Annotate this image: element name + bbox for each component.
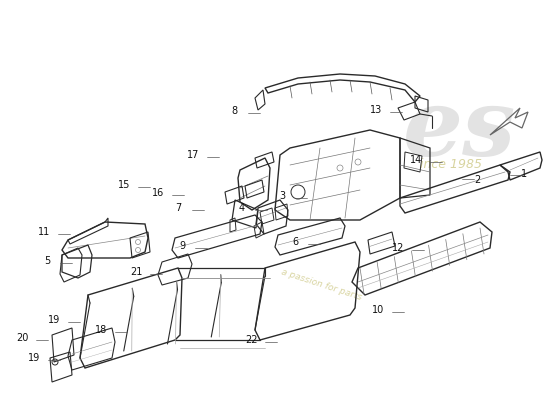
Text: 15: 15: [118, 180, 130, 190]
Text: 18: 18: [95, 325, 107, 335]
Text: 21: 21: [130, 267, 142, 277]
Text: es: es: [403, 85, 516, 175]
Text: 8: 8: [231, 106, 237, 116]
Text: 17: 17: [187, 150, 199, 160]
Text: a passion for parts: a passion for parts: [280, 268, 363, 302]
Text: 14: 14: [410, 155, 422, 165]
Text: 16: 16: [152, 188, 164, 198]
Text: ince 1985: ince 1985: [420, 158, 482, 172]
Text: 10: 10: [372, 305, 384, 315]
Text: 11: 11: [38, 227, 50, 237]
Text: 19: 19: [28, 353, 40, 363]
Text: 7: 7: [175, 203, 181, 213]
Text: 20: 20: [16, 333, 28, 343]
Text: 3: 3: [279, 191, 285, 201]
Text: 12: 12: [392, 243, 404, 253]
Text: 22: 22: [245, 335, 257, 345]
Text: 13: 13: [370, 105, 382, 115]
Text: 4: 4: [239, 203, 245, 213]
Text: 19: 19: [48, 315, 60, 325]
Text: 5: 5: [44, 256, 50, 266]
Text: 6: 6: [292, 237, 298, 247]
Text: 2: 2: [474, 175, 480, 185]
Text: 1: 1: [521, 169, 527, 179]
Text: 9: 9: [179, 241, 185, 251]
